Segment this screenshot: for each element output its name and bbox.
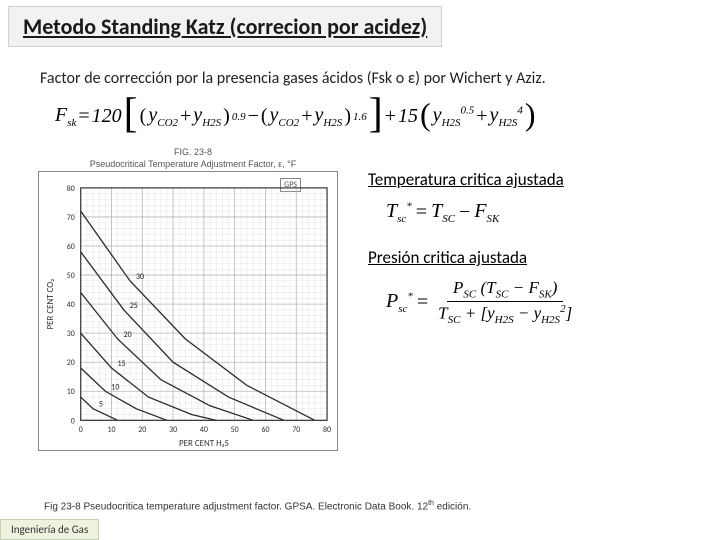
- eq-pressure: Psc* = PSC (TSC − FSK) TSC + [yH2S − yH2…: [386, 278, 700, 326]
- svg-text:40: 40: [200, 425, 208, 435]
- intro-text: Factor de corrección por la presencia ga…: [40, 69, 690, 88]
- svg-text:20: 20: [67, 358, 75, 368]
- main-formula: Fsk = 120 [ ( yCO2 + yH2S )0.9 − ( yCO2 …: [55, 98, 690, 135]
- svg-text:30: 30: [169, 425, 177, 435]
- svg-text:60: 60: [261, 425, 269, 435]
- svg-text:30: 30: [67, 329, 75, 339]
- svg-text:10: 10: [111, 382, 119, 392]
- chart-column: FIG. 23-8 Pseudocritical Temperature Adj…: [38, 147, 348, 451]
- svg-text:80: 80: [67, 184, 75, 194]
- svg-text:25: 25: [130, 301, 138, 311]
- svg-text:50: 50: [67, 271, 75, 281]
- contour-chart: GPS 010203040506070800102030405060708051…: [38, 171, 338, 451]
- svg-text:40: 40: [67, 300, 75, 310]
- content-row: FIG. 23-8 Pseudocritical Temperature Adj…: [38, 147, 700, 451]
- svg-text:20: 20: [124, 330, 132, 340]
- chart-caption: Pseudocritical Temperature Adjustment Fa…: [38, 159, 348, 169]
- svg-text:0: 0: [79, 425, 83, 435]
- page-title: Metodo Standing Katz (correcion por acid…: [23, 13, 427, 40]
- svg-text:PER CENT CO₂: PER CENT CO₂: [45, 279, 56, 330]
- title-bar: Metodo Standing Katz (correcion por acid…: [8, 6, 442, 47]
- svg-text:20: 20: [138, 425, 146, 435]
- svg-text:50: 50: [231, 425, 239, 435]
- svg-text:10: 10: [67, 387, 75, 397]
- svg-text:30: 30: [136, 272, 144, 282]
- citation: Fig 23-8 Pseudocritica temperature adjus…: [44, 500, 471, 512]
- svg-text:70: 70: [292, 425, 300, 435]
- equations-column: Temperatura critica ajustada Tsc* = TSC …: [368, 147, 700, 451]
- svg-text:10: 10: [107, 425, 115, 435]
- svg-text:60: 60: [67, 242, 75, 252]
- svg-text:70: 70: [67, 213, 75, 223]
- section-press-label: Presión critica ajustada: [368, 247, 700, 268]
- svg-text:PER CENT H₂S: PER CENT H₂S: [179, 438, 229, 449]
- svg-text:15: 15: [117, 359, 125, 369]
- svg-text:0: 0: [71, 416, 75, 426]
- eq-temperature: Tsc* = TSC − FSK: [386, 200, 700, 225]
- footer-tab: Ingeniería de Gas: [0, 519, 99, 540]
- chart-fig-num: FIG. 23-8: [38, 147, 348, 157]
- svg-text:80: 80: [323, 425, 331, 435]
- section-temp-label: Temperatura critica ajustada: [368, 169, 700, 190]
- svg-text:5: 5: [99, 400, 103, 410]
